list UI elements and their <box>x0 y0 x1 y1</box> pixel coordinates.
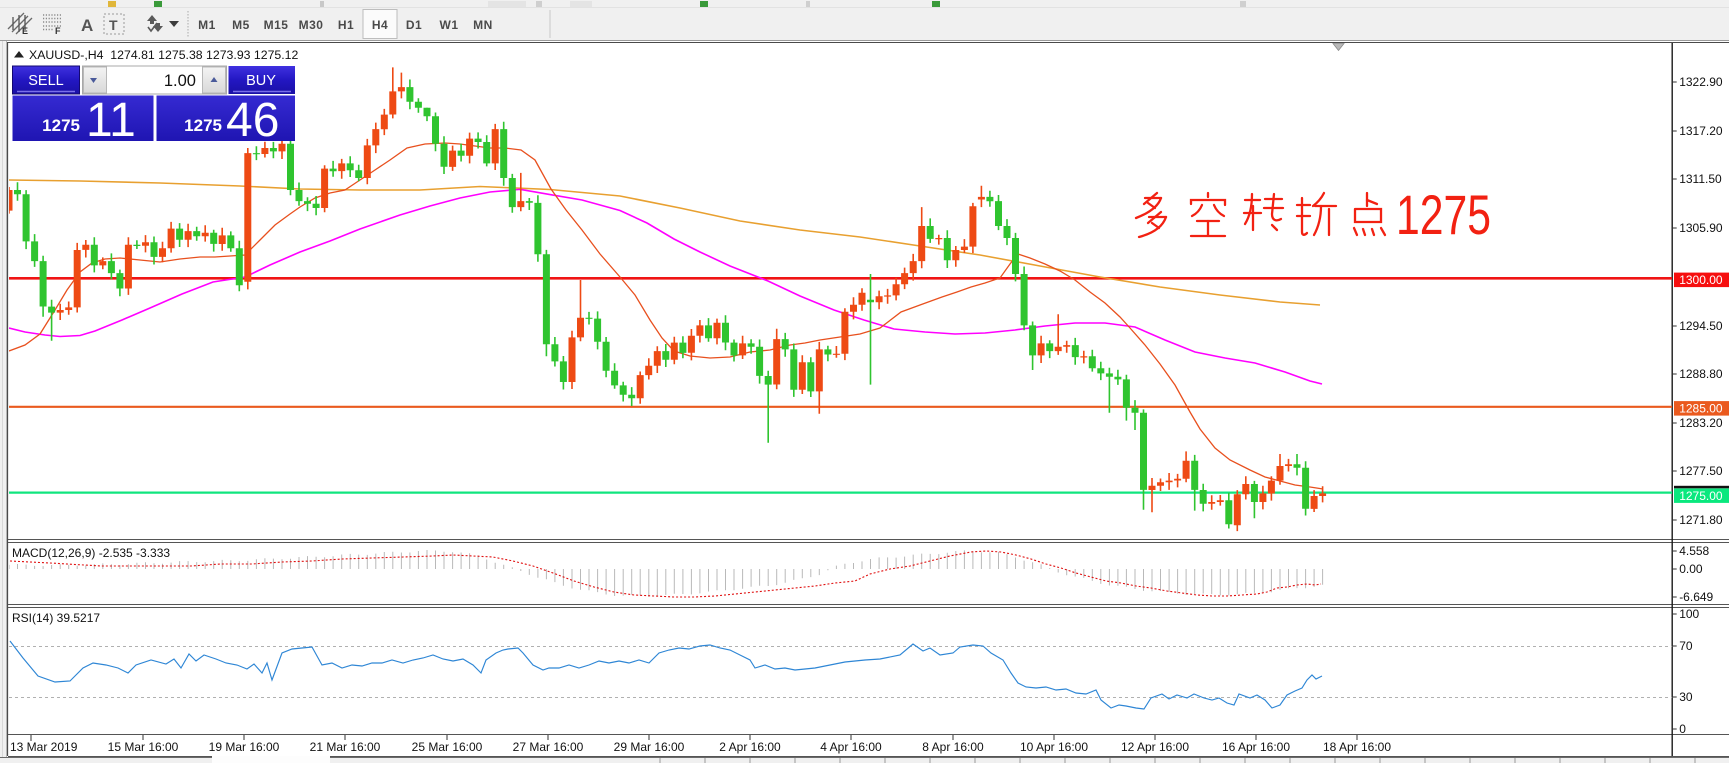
svg-text:M30: M30 <box>299 18 324 32</box>
svg-text:70: 70 <box>1679 639 1693 653</box>
svg-text:2 Apr 16:00: 2 Apr 16:00 <box>719 740 781 754</box>
svg-text:1275: 1275 <box>42 116 80 135</box>
svg-text:21 Mar 16:00: 21 Mar 16:00 <box>310 740 381 754</box>
svg-text:1300.00: 1300.00 <box>1679 273 1723 287</box>
svg-text:100: 100 <box>1679 607 1699 621</box>
svg-text:1288.80: 1288.80 <box>1679 367 1723 381</box>
svg-text:4 Apr 16:00: 4 Apr 16:00 <box>820 740 882 754</box>
svg-text:1285.00: 1285.00 <box>1679 402 1723 416</box>
svg-text:15 Mar 16:00: 15 Mar 16:00 <box>108 740 179 754</box>
svg-text:MN: MN <box>473 18 493 32</box>
svg-text:M15: M15 <box>264 18 289 32</box>
svg-text:1283.20: 1283.20 <box>1679 416 1723 430</box>
svg-text:1277.50: 1277.50 <box>1679 464 1723 478</box>
svg-text:SELL: SELL <box>28 73 63 89</box>
svg-text:16 Apr 16:00: 16 Apr 16:00 <box>1222 740 1290 754</box>
svg-text:-6.649: -6.649 <box>1679 590 1713 604</box>
svg-text:H1: H1 <box>338 18 354 32</box>
svg-text:1305.90: 1305.90 <box>1679 221 1723 235</box>
svg-text:0.00: 0.00 <box>1679 562 1703 576</box>
svg-text:30: 30 <box>1679 690 1693 704</box>
svg-text:XAUUSD-,H4 1274.81 1275.38 12: XAUUSD-,H4 1274.81 1275.38 1273.93 1275.… <box>29 48 299 62</box>
svg-text:13 Mar 2019: 13 Mar 2019 <box>10 740 78 754</box>
svg-text:1311.50: 1311.50 <box>1679 172 1722 186</box>
svg-text:10 Apr 16:00: 10 Apr 16:00 <box>1020 740 1088 754</box>
svg-text:M5: M5 <box>232 18 250 32</box>
svg-text:0: 0 <box>1679 722 1686 736</box>
svg-text:29 Mar 16:00: 29 Mar 16:00 <box>614 740 685 754</box>
svg-text:RSI(14) 39.5217: RSI(14) 39.5217 <box>12 611 100 625</box>
svg-text:MACD(12,26,9) -2.535 -3.333: MACD(12,26,9) -2.535 -3.333 <box>12 546 170 560</box>
svg-text:BUY: BUY <box>246 73 276 89</box>
svg-text:1317.20: 1317.20 <box>1679 124 1723 138</box>
svg-text:A: A <box>81 16 93 35</box>
svg-text:1275: 1275 <box>1396 183 1491 246</box>
svg-text:1275.00: 1275.00 <box>1679 489 1723 503</box>
svg-text:F: F <box>55 26 61 36</box>
svg-text:12 Apr 16:00: 12 Apr 16:00 <box>1121 740 1189 754</box>
svg-text:H4: H4 <box>372 18 388 32</box>
svg-text:1.00: 1.00 <box>164 72 196 90</box>
svg-text:1271.80: 1271.80 <box>1679 513 1723 527</box>
svg-text:46: 46 <box>226 94 279 147</box>
svg-text:25 Mar 16:00: 25 Mar 16:00 <box>412 740 483 754</box>
svg-text:27 Mar 16:00: 27 Mar 16:00 <box>513 740 584 754</box>
svg-text:11: 11 <box>86 94 136 147</box>
svg-text:18 Apr 16:00: 18 Apr 16:00 <box>1323 740 1391 754</box>
svg-text:D1: D1 <box>406 18 422 32</box>
svg-text:4.558: 4.558 <box>1679 544 1709 558</box>
svg-text:1294.50: 1294.50 <box>1679 319 1723 333</box>
svg-text:E: E <box>22 26 28 36</box>
svg-text:8 Apr 16:00: 8 Apr 16:00 <box>922 740 984 754</box>
svg-text:M1: M1 <box>198 18 216 32</box>
svg-text:W1: W1 <box>440 18 459 32</box>
svg-text:19 Mar 16:00: 19 Mar 16:00 <box>209 740 280 754</box>
svg-text:T: T <box>109 17 118 33</box>
svg-text:1322.90: 1322.90 <box>1679 75 1723 89</box>
svg-text:1275: 1275 <box>184 116 222 135</box>
